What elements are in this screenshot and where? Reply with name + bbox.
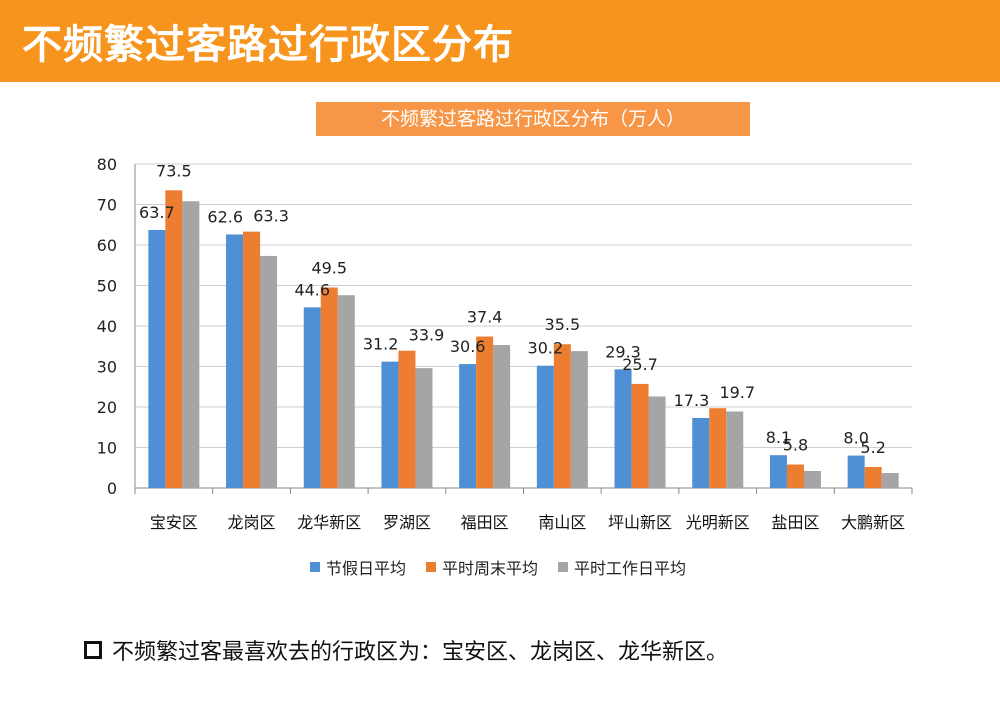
data-label: 5.2 bbox=[860, 438, 885, 457]
bar bbox=[631, 383, 649, 488]
y-tick-label: 50 bbox=[97, 277, 117, 296]
data-label: 29.3 bbox=[605, 342, 641, 361]
data-label: 19.7 bbox=[719, 383, 755, 402]
bar bbox=[553, 344, 571, 488]
bar bbox=[769, 455, 787, 488]
data-label: 62.6 bbox=[207, 207, 243, 226]
data-label: 8.1 bbox=[766, 428, 791, 447]
legend-swatch-weekend bbox=[426, 562, 437, 572]
legend-label-workday: 平时工作日平均 bbox=[574, 559, 687, 578]
page-title: 不频繁过客路过行政区分布 bbox=[22, 22, 514, 68]
x-category-label: 龙华新区 bbox=[297, 513, 361, 532]
data-label: 63.7 bbox=[139, 203, 175, 222]
bar bbox=[803, 470, 821, 488]
bar bbox=[260, 255, 278, 488]
summary-note-text: 不频繁过客最喜欢去的行政区为：宝安区、龙岗区、龙华新区。 bbox=[112, 640, 729, 665]
data-label: 35.5 bbox=[545, 315, 581, 334]
data-label: 30.6 bbox=[450, 337, 486, 356]
bar bbox=[182, 201, 200, 488]
bar bbox=[320, 287, 338, 488]
y-tick-label: 60 bbox=[97, 236, 117, 255]
x-category-label: 大鹏新区 bbox=[841, 513, 905, 532]
data-label: 49.5 bbox=[311, 259, 347, 278]
bar bbox=[337, 295, 355, 488]
data-label: 63.3 bbox=[253, 207, 289, 226]
x-category-label: 盐田区 bbox=[771, 513, 819, 532]
data-label: 25.7 bbox=[622, 355, 658, 374]
summary-note: 不频繁过客最喜欢去的行政区为：宝安区、龙岗区、龙华新区。 bbox=[84, 634, 728, 666]
legend-label-holiday: 节假日平均 bbox=[326, 559, 407, 578]
bar bbox=[459, 364, 477, 488]
bar-chart: 0 10 20 30 40 50 60 70 80 宝安区 龙岗区 龙华新区 罗湖区 福田区 南山区 坪山新区… bbox=[97, 155, 913, 532]
legend-item-weekend: 平时周末平均 bbox=[426, 555, 538, 579]
legend-label-weekend: 平时周末平均 bbox=[442, 559, 539, 578]
bar bbox=[570, 351, 588, 488]
chart-legend: 节假日平均 平时周末平均 平时工作日平均 bbox=[310, 556, 686, 578]
bar bbox=[709, 408, 727, 488]
x-category-label: 坪山新区 bbox=[608, 513, 672, 532]
bar bbox=[398, 350, 416, 488]
chart-title: 不频繁过客路过行政区分布（万人） bbox=[316, 102, 750, 136]
bar bbox=[148, 230, 166, 488]
bar bbox=[165, 190, 183, 488]
bullet-square-icon bbox=[84, 641, 102, 659]
bar bbox=[536, 365, 554, 488]
x-category-label: 南山区 bbox=[538, 513, 586, 532]
data-label: 73.5 bbox=[156, 161, 192, 180]
y-tick-label: 20 bbox=[97, 398, 117, 417]
y-tick-label: 80 bbox=[97, 155, 117, 174]
bar bbox=[243, 231, 261, 488]
legend-swatch-holiday bbox=[310, 562, 320, 572]
legend-item-workday: 平时工作日平均 bbox=[558, 555, 686, 579]
y-tick-label: 40 bbox=[97, 317, 117, 336]
bar bbox=[648, 396, 666, 488]
x-category-label: 龙岗区 bbox=[228, 513, 276, 532]
y-tick-label: 10 bbox=[97, 439, 117, 458]
legend-swatch-workday bbox=[558, 562, 569, 572]
bar bbox=[493, 345, 511, 488]
x-category-label: 罗湖区 bbox=[383, 513, 431, 532]
bar bbox=[881, 473, 899, 488]
bar bbox=[303, 307, 321, 488]
data-label: 30.2 bbox=[528, 339, 564, 358]
x-category-label: 光明新区 bbox=[686, 513, 750, 532]
y-tick-label: 0 bbox=[107, 479, 117, 498]
header-banner: 不频繁过客路过行政区分布 bbox=[0, 0, 1000, 82]
bar bbox=[614, 369, 632, 488]
x-category-label: 福田区 bbox=[461, 513, 509, 532]
y-tick-label: 30 bbox=[97, 358, 117, 377]
bar bbox=[381, 361, 399, 488]
bar bbox=[847, 455, 865, 488]
bar bbox=[692, 417, 710, 488]
x-category-label: 宝安区 bbox=[150, 513, 198, 532]
bar bbox=[726, 411, 744, 488]
data-label: 31.2 bbox=[363, 335, 399, 354]
bar bbox=[415, 368, 433, 488]
bar bbox=[476, 336, 494, 488]
data-label: 33.9 bbox=[409, 326, 445, 345]
data-label: 5.8 bbox=[783, 436, 808, 455]
bar bbox=[864, 466, 882, 488]
legend-item-holiday: 节假日平均 bbox=[310, 555, 406, 579]
data-label: 44.6 bbox=[294, 280, 330, 299]
data-label: 37.4 bbox=[467, 308, 503, 327]
data-label: 8.0 bbox=[843, 429, 868, 448]
bar bbox=[786, 464, 804, 488]
bar bbox=[226, 234, 244, 488]
y-tick-label: 70 bbox=[97, 196, 117, 215]
data-label: 17.3 bbox=[674, 391, 710, 410]
